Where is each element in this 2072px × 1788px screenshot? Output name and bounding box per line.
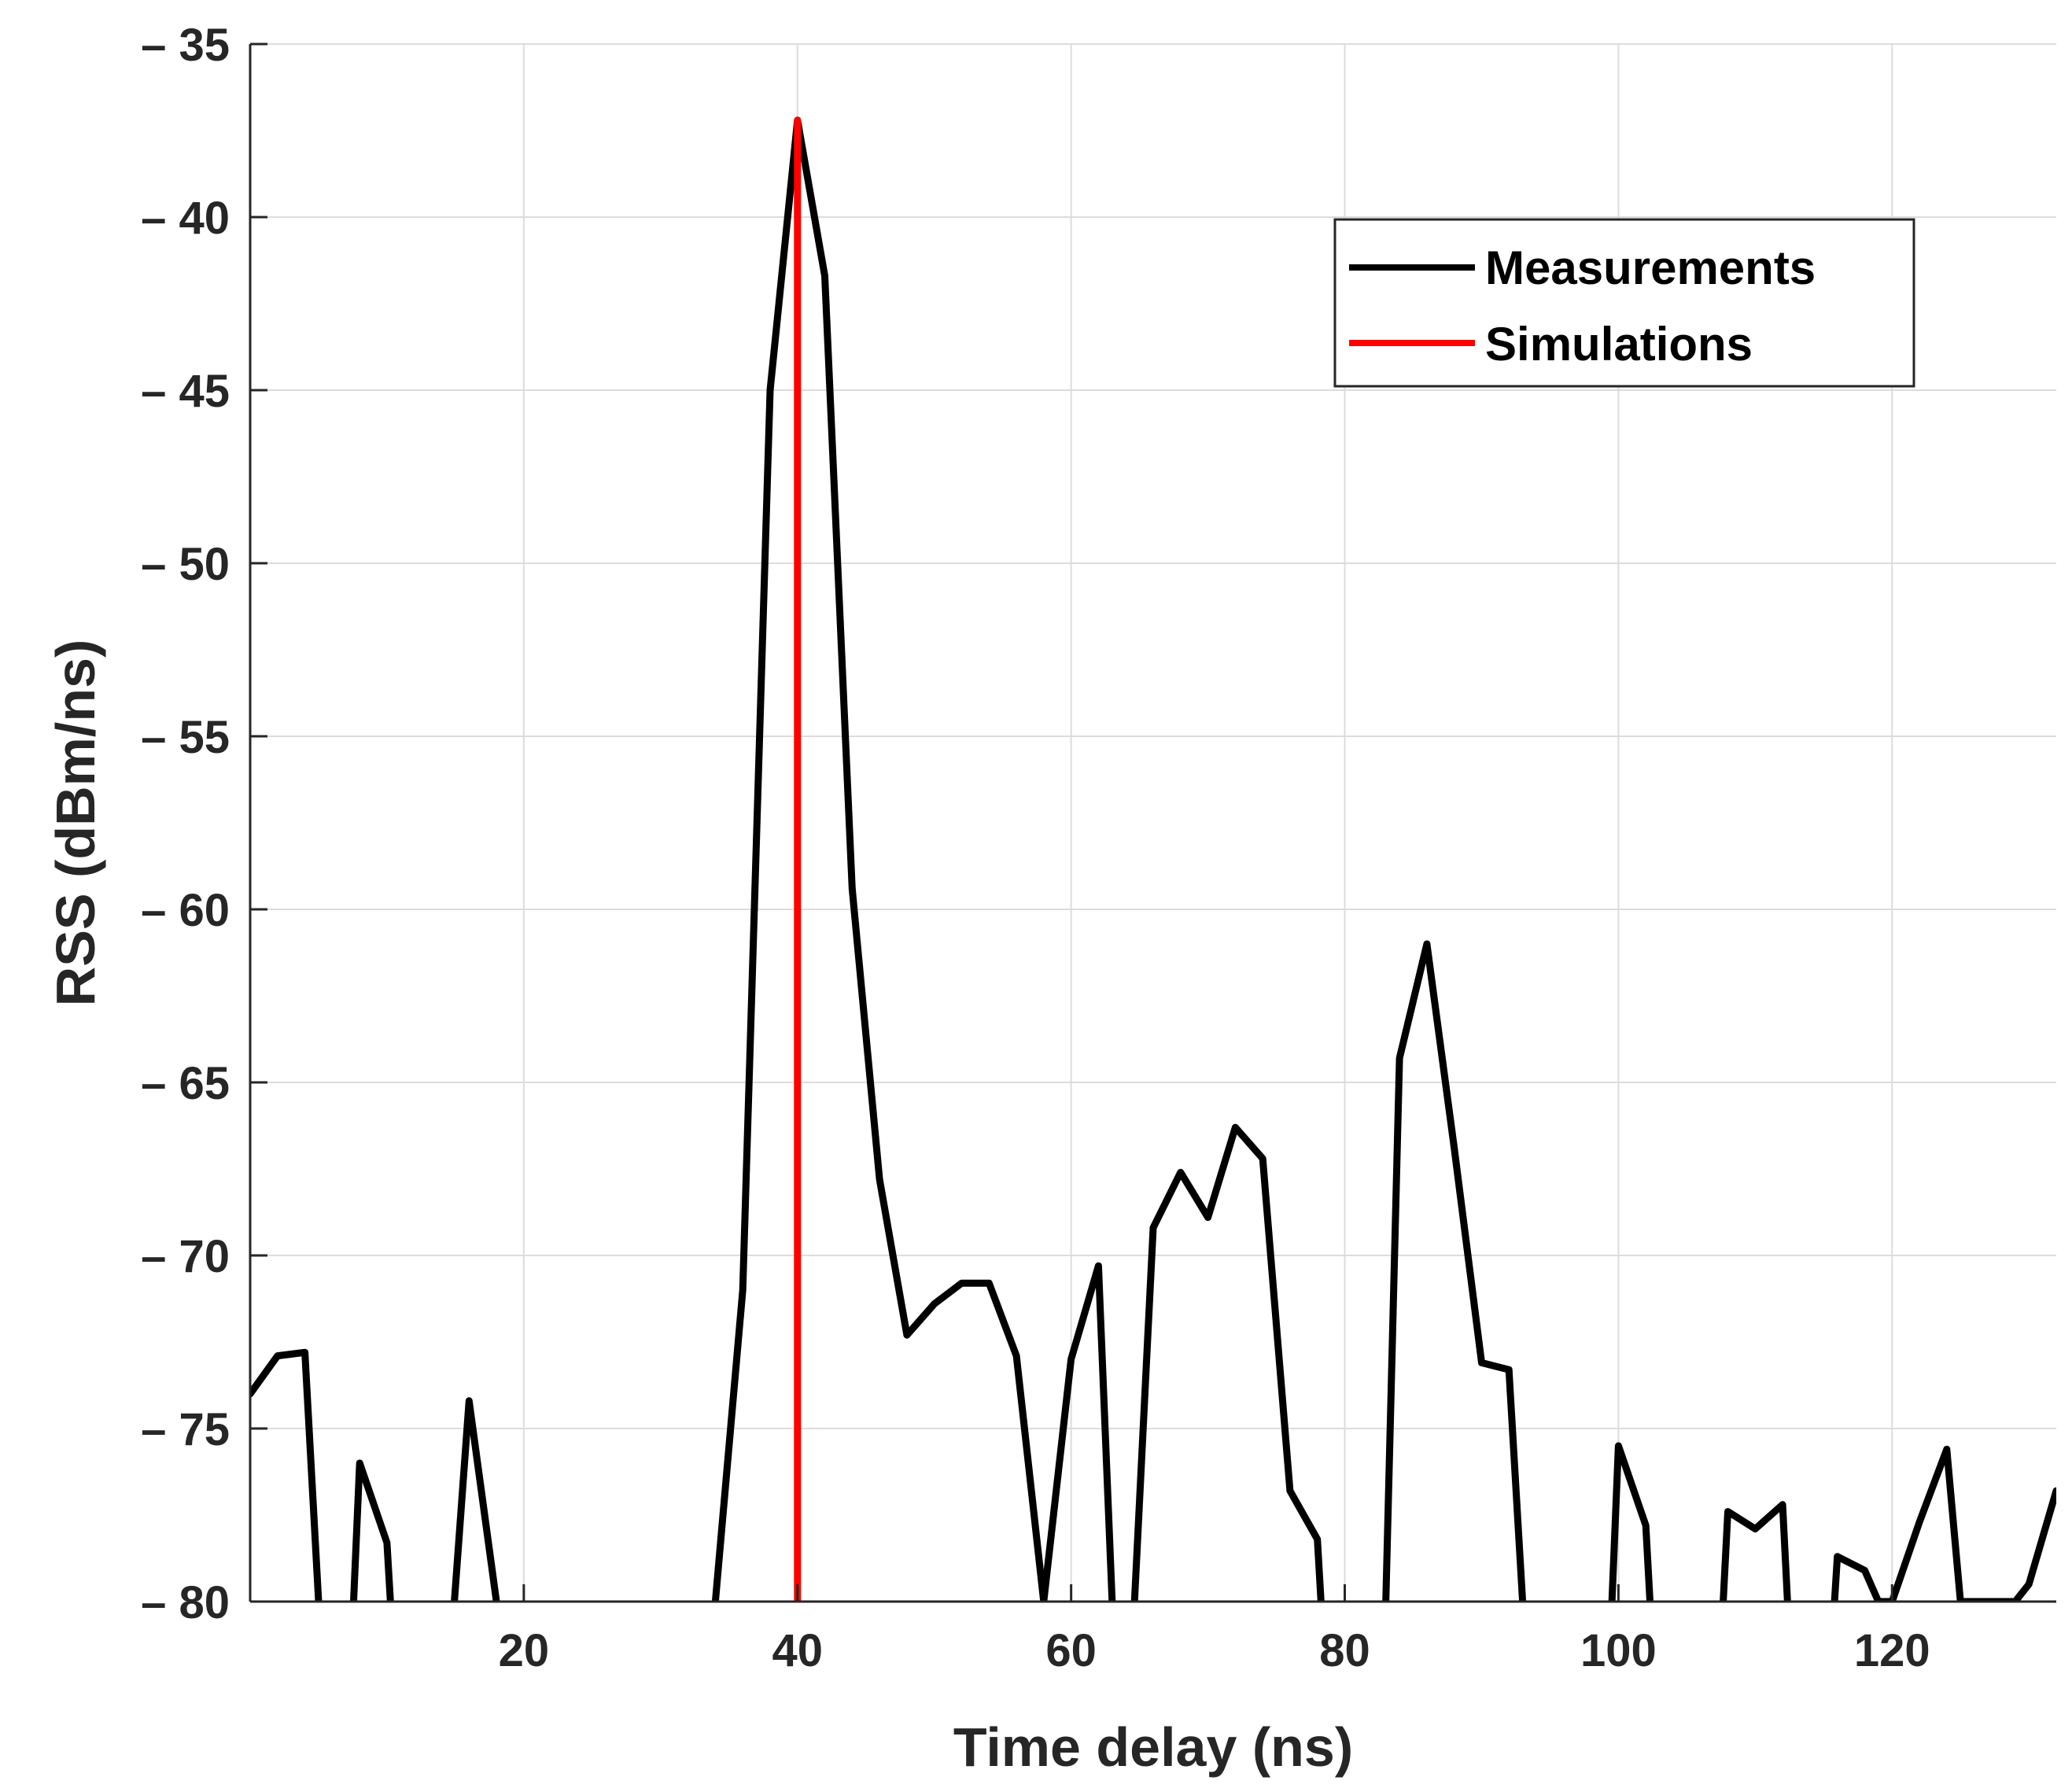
y-tick-label: – 75 [141, 1404, 230, 1455]
axes [249, 42, 2056, 1603]
y-tick-label: – 45 [141, 366, 230, 417]
y-tick-label: – 60 [141, 885, 230, 936]
x-tick-label: 40 [772, 1625, 823, 1676]
x-tick-label: 120 [1854, 1625, 1930, 1676]
series-line-measurements [250, 116, 2056, 1602]
y-tick-label: – 55 [141, 712, 230, 763]
tick-labels: 20 40 60 80 100 120 – 80 – 75 – 70 – 65 – 60 – 55 – … [141, 20, 1930, 1676]
y-tick-label: – 50 [141, 539, 230, 590]
legend-box [1333, 218, 1915, 388]
data-series [250, 116, 2056, 1602]
y-tick-label: – 80 [141, 1577, 230, 1628]
x-tick-label: 20 [499, 1625, 550, 1676]
y-tick-label: – 65 [141, 1058, 230, 1109]
x-tick-label: 100 [1580, 1625, 1657, 1676]
y-tick-label: – 40 [141, 193, 230, 244]
x-tick-label: 80 [1319, 1625, 1370, 1676]
x-tick-label: 60 [1045, 1625, 1097, 1676]
y-tick-label: – 70 [141, 1231, 230, 1282]
y-axis-label: RSS (dBm/ns) [45, 640, 106, 1007]
y-tick-label: – 35 [141, 20, 230, 71]
legend-label-measurements: Measurements [1485, 241, 1816, 294]
grid-lines [250, 43, 2056, 1602]
legend-label-simulations: Simulations [1485, 318, 1753, 371]
legend: Measurements Simulations [1333, 218, 1915, 388]
x-axis-label: Time delay (ns) [953, 1716, 1353, 1778]
